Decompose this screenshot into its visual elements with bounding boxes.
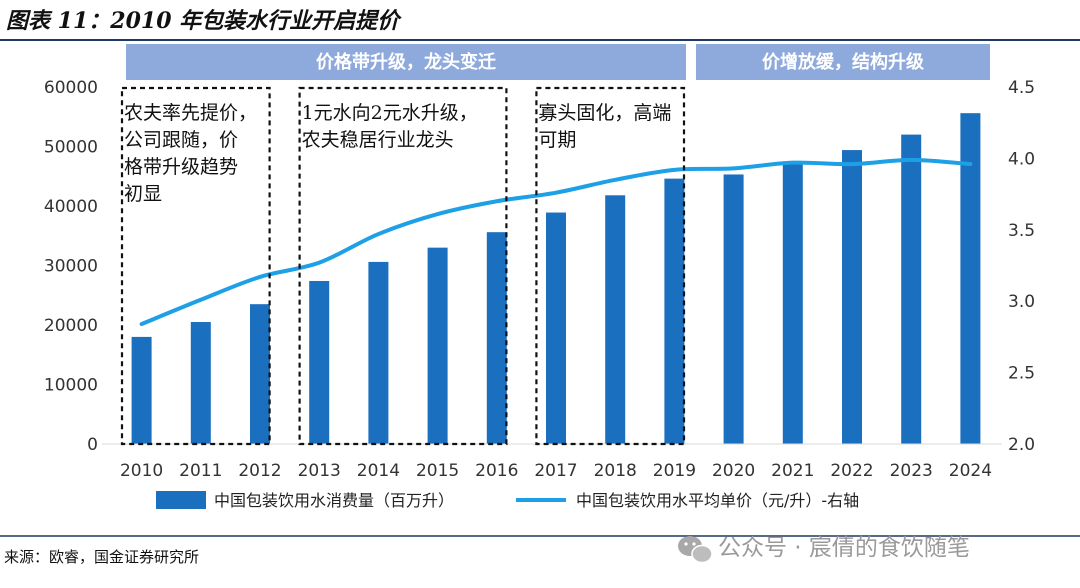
bar	[842, 150, 862, 444]
bar	[664, 178, 685, 444]
annotation-text: 寡头固化，高端	[538, 102, 671, 124]
x-tick-label: 2010	[120, 461, 163, 481]
right-tick-label: 3.0	[1008, 292, 1035, 312]
x-tick-label: 2016	[475, 461, 518, 481]
annotation-text: 格带升级趋势	[124, 156, 238, 178]
right-tick-label: 4.0	[1008, 149, 1035, 169]
x-tick-label: 2022	[830, 461, 873, 481]
right-tick-label: 2.0	[1008, 435, 1035, 455]
left-tick-label: 50000	[44, 138, 98, 158]
phase-band	[126, 44, 686, 80]
x-tick-label: 2018	[594, 461, 637, 481]
left-tick-label: 10000	[44, 376, 98, 396]
bar	[723, 174, 744, 444]
annotation-text: 农夫率先提价，	[124, 102, 257, 124]
line-series	[139, 157, 973, 327]
watermark-text: 公众号 · 宸倩的食饮随笔	[718, 535, 970, 561]
annotation-box	[535, 86, 686, 446]
right-axis-ticks: 2.0 2.5 3.0 3.5 4.0 4.5	[1008, 78, 1035, 455]
bar	[131, 336, 152, 444]
bar	[605, 195, 626, 444]
source-note: 来源：欧睿，国金证券研究所	[4, 548, 199, 566]
annotation-text: 公司跟随，价	[124, 129, 238, 151]
annotation-text: 初显	[124, 183, 162, 205]
left-tick-label: 20000	[44, 316, 98, 336]
x-tick-label: 2011	[179, 461, 222, 481]
bar	[309, 280, 330, 444]
right-tick-label: 2.5	[1008, 364, 1035, 384]
legend-label-bar: 中国包装饮用水消费量（百万升）	[214, 491, 454, 510]
bar	[190, 322, 211, 444]
annotation-box	[298, 86, 508, 446]
legend-swatch-bar	[156, 491, 206, 509]
x-tick-label: 2020	[712, 461, 755, 481]
left-axis-ticks: 0 10000 20000 30000 40000 50000 60000	[44, 78, 98, 455]
left-tick-label: 60000	[44, 78, 98, 98]
bar-series	[131, 113, 981, 445]
phase-bands: 价格带升级，龙头变迁 价增放缓，结构升级	[126, 44, 990, 80]
x-tick-label: 2021	[771, 461, 814, 481]
bar	[250, 304, 270, 444]
bar	[427, 247, 448, 444]
phase-band-label: 价增放缓，结构升级	[762, 51, 925, 73]
figure-title: 图表 11：2010 年包装水行业开启提价	[6, 8, 402, 34]
x-tick-label: 2012	[238, 461, 281, 481]
watermark: 公众号 · 宸倩的食饮随笔	[678, 535, 970, 564]
phase-band-label: 价格带升级，龙头变迁	[316, 51, 496, 73]
bar	[901, 134, 922, 444]
x-tick-label: 2017	[534, 461, 577, 481]
bar	[546, 212, 566, 444]
x-tick-label: 2019	[653, 461, 696, 481]
x-tick-label: 2023	[890, 461, 933, 481]
annotation-text: 1元水向2元水升级，	[302, 102, 478, 124]
legend: 中国包装饮用水消费量（百万升） 中国包装饮用水平均单价（元/升）-右轴	[156, 491, 859, 510]
wechat-icon	[678, 536, 713, 564]
x-tick-label: 2024	[949, 461, 992, 481]
x-tick-label: 2013	[298, 461, 341, 481]
right-tick-label: 4.5	[1008, 78, 1035, 98]
phase-band	[696, 44, 990, 80]
x-axis-ticks: 2010 2011 2012 2013 2014 2015 2016 2017 2018 2019…	[120, 461, 992, 481]
bar	[486, 232, 507, 444]
price-line	[139, 157, 973, 327]
bar	[960, 113, 981, 445]
left-tick-label: 40000	[44, 197, 98, 217]
left-tick-label: 30000	[44, 257, 98, 277]
annotation-text: 可期	[538, 129, 576, 151]
annotation-box	[120, 86, 271, 446]
right-tick-label: 3.5	[1008, 221, 1035, 241]
left-tick-label: 0	[87, 435, 98, 455]
bar	[368, 261, 389, 444]
legend-label-line: 中国包装饮用水平均单价（元/升）-右轴	[576, 491, 859, 510]
x-tick-label: 2015	[416, 461, 459, 481]
bar	[782, 161, 803, 444]
annotation-text: 农夫稳居行业龙头	[302, 129, 454, 151]
x-tick-label: 2014	[357, 461, 400, 481]
